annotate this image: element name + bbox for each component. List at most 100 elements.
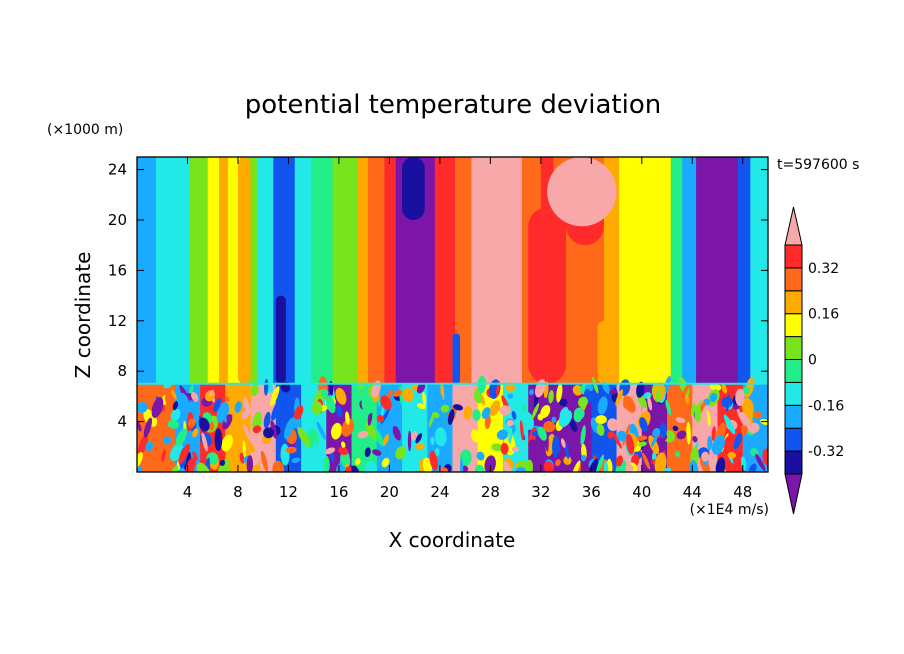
turbulence-blob	[345, 411, 350, 425]
x-tick-label: 40	[632, 483, 651, 501]
turbulence-blob	[635, 435, 648, 442]
turbulence-blob	[291, 457, 301, 463]
colorbar-min-extend	[784, 473, 803, 515]
x-tick-label: 12	[279, 483, 298, 501]
upper-patch-3	[547, 157, 617, 227]
turbulence-blob	[241, 384, 251, 404]
turbulence-blob	[220, 402, 227, 423]
turbulence-blob	[270, 386, 280, 407]
turbulence-blob	[679, 383, 689, 403]
turbulence-blob	[316, 421, 327, 440]
turbulence-blob	[402, 388, 415, 402]
y-tick-label: 8	[117, 362, 127, 380]
turbulence-blob	[137, 465, 143, 472]
turbulence-blob	[270, 420, 278, 439]
upper-band-5	[227, 157, 241, 385]
x-tick-label: 8	[233, 483, 243, 501]
upper-band-17	[455, 157, 472, 385]
turbulence-blob	[559, 398, 568, 407]
turbulence-blob	[272, 460, 285, 472]
x-tick-label: 36	[582, 483, 601, 501]
turbulence-blob	[189, 385, 194, 395]
turbulence-blob	[170, 408, 181, 422]
turbulence-blob	[408, 458, 414, 466]
turbulence-blob	[537, 426, 547, 441]
turbulence-blob	[395, 446, 406, 460]
turbulence-blob	[520, 420, 524, 441]
turbulence-blob	[489, 400, 501, 417]
turbulence-blob	[323, 455, 330, 472]
turbulence-blob	[580, 425, 586, 446]
turbulence-blob	[588, 458, 599, 472]
turbulence-blob	[727, 451, 736, 459]
turbulence-blob	[506, 419, 514, 427]
turbulence-blob	[709, 392, 718, 402]
turbulence-blob	[573, 407, 585, 420]
upper-patch-5	[452, 333, 461, 384]
y-units-label: (×1000 m)	[47, 122, 123, 138]
turbulence-blob	[142, 451, 149, 469]
upper-band-3	[207, 157, 220, 385]
turbulence-blob	[551, 416, 557, 423]
turbulence-blob	[294, 405, 304, 420]
turbulence-blob	[569, 418, 578, 432]
turbulence-blob	[711, 426, 716, 441]
turbulence-blob	[715, 457, 726, 472]
turbulence-blob	[198, 417, 210, 432]
turbulence-blob	[364, 447, 371, 458]
turbulence-blob	[496, 429, 509, 440]
turbulence-blob	[137, 433, 149, 456]
turbulence-blob	[521, 411, 534, 430]
turbulence-blob	[192, 428, 199, 438]
colorbar-box	[784, 290, 803, 315]
turbulence-blob	[180, 392, 191, 411]
turbulence-blob	[172, 401, 179, 411]
upper-band-28	[750, 157, 768, 385]
turbulence-blob	[284, 417, 295, 439]
turbulence-blob	[755, 453, 766, 471]
turbulence-blob	[364, 422, 377, 440]
turbulence-blob	[740, 411, 752, 429]
turbulence-blob	[440, 404, 450, 413]
turbulence-blob	[491, 443, 503, 452]
turbulence-blob	[654, 452, 667, 472]
turbulence-blob	[145, 441, 154, 452]
turbulence-blob	[556, 446, 561, 454]
turbulence-blob	[531, 402, 540, 420]
upper-band-23	[619, 157, 672, 385]
turbulence-blob	[307, 390, 315, 405]
colorbar-max-extend	[784, 206, 803, 246]
turbulence-blob	[636, 381, 645, 398]
upper-band-0	[137, 157, 157, 385]
colorbar-box	[784, 381, 803, 406]
turbulence-blob	[221, 434, 233, 452]
turbulence-blob	[325, 395, 336, 414]
upper-band-13	[367, 157, 385, 385]
x-units-label: (×1E4 m/s)	[690, 502, 769, 518]
upper-band-1	[155, 157, 191, 385]
upper-band-12	[357, 157, 369, 385]
turbulence-blob	[707, 410, 711, 427]
turbulence-blob	[381, 457, 390, 468]
turbulence-blob	[735, 388, 745, 407]
y-tick-label: 20	[108, 211, 127, 229]
turbulence-blob	[503, 461, 515, 472]
turbulence-blob	[607, 431, 614, 439]
turbulence-blob	[252, 425, 262, 434]
colorbar-tick-label: 0.32	[808, 261, 839, 277]
turbulence-blob	[556, 383, 563, 403]
upper-band-24	[670, 157, 683, 385]
turbulence-blob	[297, 426, 311, 448]
turbulence-blob	[178, 443, 191, 464]
time-label: t=597600 s	[777, 157, 859, 173]
turbulence-blob	[650, 434, 659, 448]
upper-patch-6	[597, 320, 611, 384]
turbulence-blob	[733, 433, 742, 450]
colorbar-tick-label: -0.32	[808, 444, 844, 460]
upper-band-26	[696, 157, 739, 385]
turbulence-blob	[709, 383, 722, 391]
colorbar-tick-label: 0.16	[808, 307, 839, 323]
turbulence-blob	[415, 442, 425, 450]
x-tick-label: 48	[733, 483, 752, 501]
turbulence-blob	[187, 418, 196, 428]
